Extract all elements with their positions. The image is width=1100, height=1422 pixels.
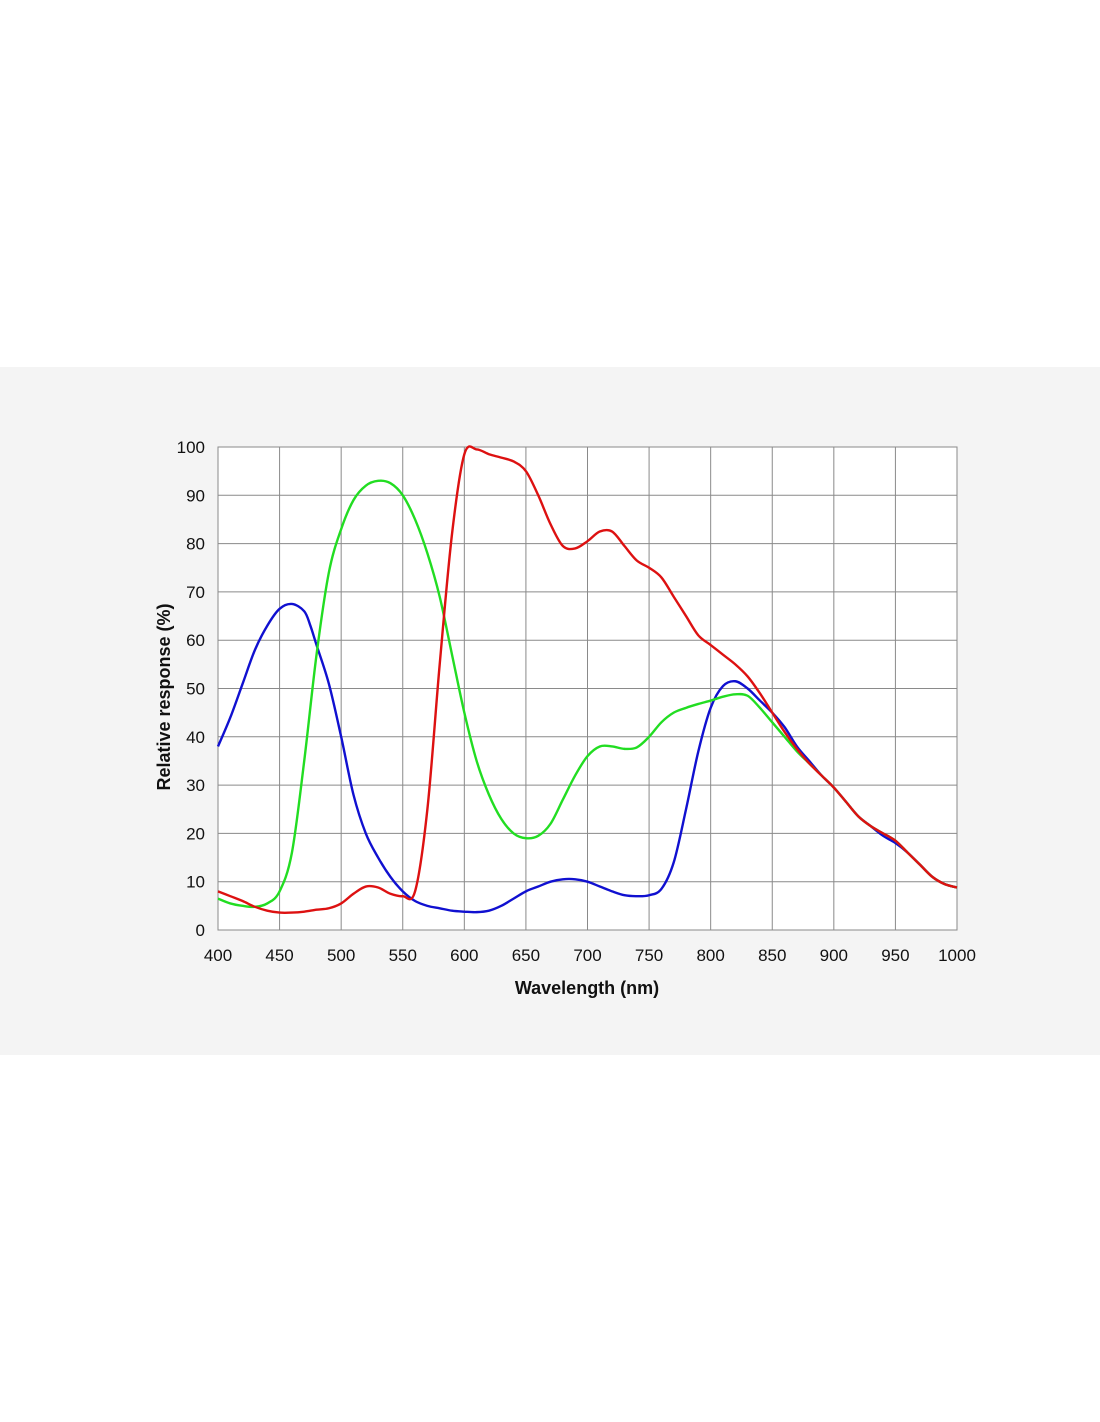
x-tick-label: 800 (696, 946, 724, 965)
x-tick-label: 450 (265, 946, 293, 965)
y-tick-labels: 0 10 20 30 40 50 60 70 80 90 100 (177, 438, 205, 940)
y-axis-title: Relative response (%) (154, 603, 174, 790)
red-response-line (217, 445, 958, 914)
x-tick-label: 400 (204, 946, 232, 965)
y-tick-label: 30 (186, 776, 205, 795)
x-tick-label: 500 (327, 946, 355, 965)
y-tick-label: 50 (186, 680, 205, 699)
x-tick-label: 550 (389, 946, 417, 965)
x-tick-label: 900 (820, 946, 848, 965)
y-tick-label: 20 (186, 824, 205, 843)
x-tick-label: 750 (635, 946, 663, 965)
y-tick-label: 60 (186, 631, 205, 650)
y-tick-label: 10 (186, 873, 205, 892)
y-tick-label: 0 (196, 921, 205, 940)
x-tick-label: 650 (512, 946, 540, 965)
x-tick-label: 700 (573, 946, 601, 965)
x-tick-label: 950 (881, 946, 909, 965)
x-axis-title: Wavelength (nm) (515, 978, 659, 998)
x-tick-labels: 400 450 500 550 600 650 700 750 800 850 900 950 1000 (204, 946, 976, 965)
x-tick-label: 600 (450, 946, 478, 965)
y-tick-label: 80 (186, 535, 205, 554)
y-tick-label: 90 (186, 486, 205, 505)
y-tick-label: 40 (186, 728, 205, 747)
series-lines (216, 445, 958, 914)
x-tick-label: 1000 (938, 946, 976, 965)
y-tick-label: 100 (177, 438, 205, 457)
y-tick-label: 70 (186, 583, 205, 602)
x-tick-label: 850 (758, 946, 786, 965)
